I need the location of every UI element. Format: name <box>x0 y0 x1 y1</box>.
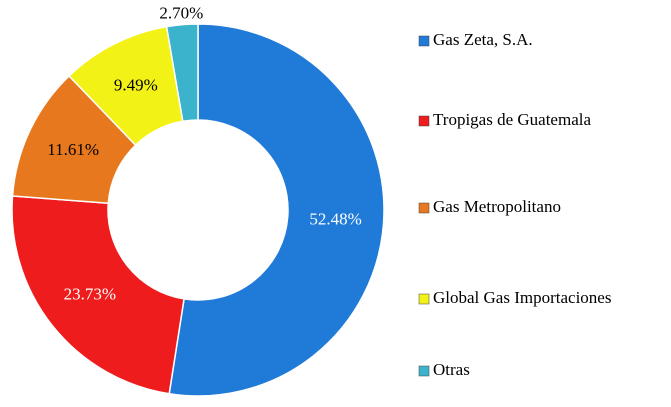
legend-label: Gas Zeta, S.A. <box>433 30 533 49</box>
donut-slice <box>11 195 185 395</box>
data-label: 52.48% <box>309 210 361 229</box>
data-label: 9.49% <box>114 76 158 95</box>
legend-label: Global Gas Importaciones <box>433 288 611 307</box>
legend-swatch <box>418 35 430 47</box>
data-label: 23.73% <box>64 285 116 304</box>
donut-slice <box>165 23 199 123</box>
data-label: 11.61% <box>47 140 99 159</box>
legend-swatch <box>418 293 430 305</box>
legend-swatch <box>418 202 430 214</box>
legend-swatch <box>418 365 430 377</box>
legend-swatch <box>418 115 430 127</box>
legend-label: Tropigas de Guatemala <box>433 110 591 129</box>
data-label: 2.70% <box>159 4 203 23</box>
legend-label: Gas Metropolitano <box>433 197 561 216</box>
legend-label: Otras <box>433 360 470 379</box>
donut-slice <box>168 23 385 397</box>
